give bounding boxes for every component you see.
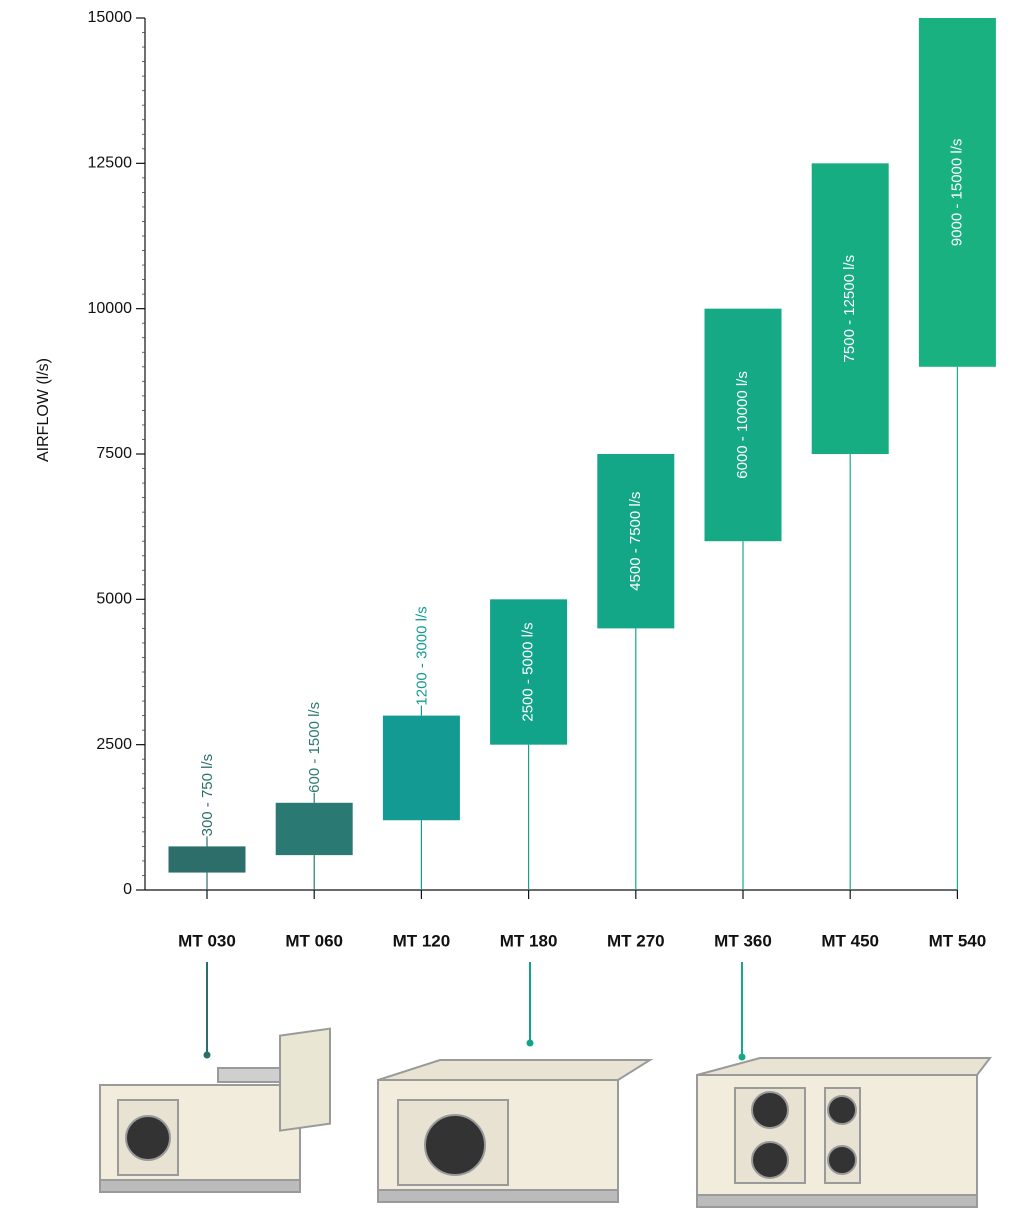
y-tick-label: 5000 xyxy=(96,591,132,608)
y-tick-label: 2500 xyxy=(96,736,132,753)
range-label: 600 - 1500 l/s xyxy=(306,702,323,793)
x-tick-label: MT 450 xyxy=(821,931,879,950)
x-tick-label: MT 180 xyxy=(500,931,558,950)
y-tick-label: 7500 xyxy=(96,445,132,462)
leader-dot xyxy=(526,1039,534,1047)
y-tick-label: 15000 xyxy=(88,9,133,26)
range-label: 300 - 750 l/s xyxy=(199,754,216,837)
bar xyxy=(704,308,782,542)
leader-dot xyxy=(203,1051,211,1059)
unit-medium xyxy=(377,1059,654,1203)
bar xyxy=(275,802,353,856)
y-tick-label: 0 xyxy=(123,881,132,898)
y-axis-label: AIRFLOW (l/s) xyxy=(35,358,52,462)
range-label: 9000 - 15000 l/s xyxy=(948,139,965,247)
x-tick-label: MT 540 xyxy=(929,931,987,950)
product-images xyxy=(99,962,993,1208)
bar xyxy=(168,846,246,873)
bar xyxy=(918,18,996,367)
unit-small xyxy=(99,1027,331,1193)
x-tick-label: MT 120 xyxy=(393,931,451,950)
bar xyxy=(382,715,460,821)
range-label: 4500 - 7500 l/s xyxy=(627,492,644,591)
bar xyxy=(597,454,675,629)
y-tick-label: 10000 xyxy=(88,300,133,317)
bar xyxy=(490,599,568,745)
range-label: 7500 - 12500 l/s xyxy=(841,255,858,363)
x-tick-label: MT 030 xyxy=(178,931,236,950)
range-label: 1200 - 3000 l/s xyxy=(413,606,430,705)
x-tick-label: MT 270 xyxy=(607,931,665,950)
x-tick-label: MT 060 xyxy=(285,931,343,950)
unit-large xyxy=(696,1057,993,1208)
range-label: 2500 - 5000 l/s xyxy=(520,622,537,721)
leader-dot xyxy=(738,1053,746,1061)
bar xyxy=(811,163,889,455)
y-tick-label: 12500 xyxy=(88,155,133,172)
range-label: 6000 - 10000 l/s xyxy=(734,371,751,479)
x-tick-label: MT 360 xyxy=(714,931,772,950)
